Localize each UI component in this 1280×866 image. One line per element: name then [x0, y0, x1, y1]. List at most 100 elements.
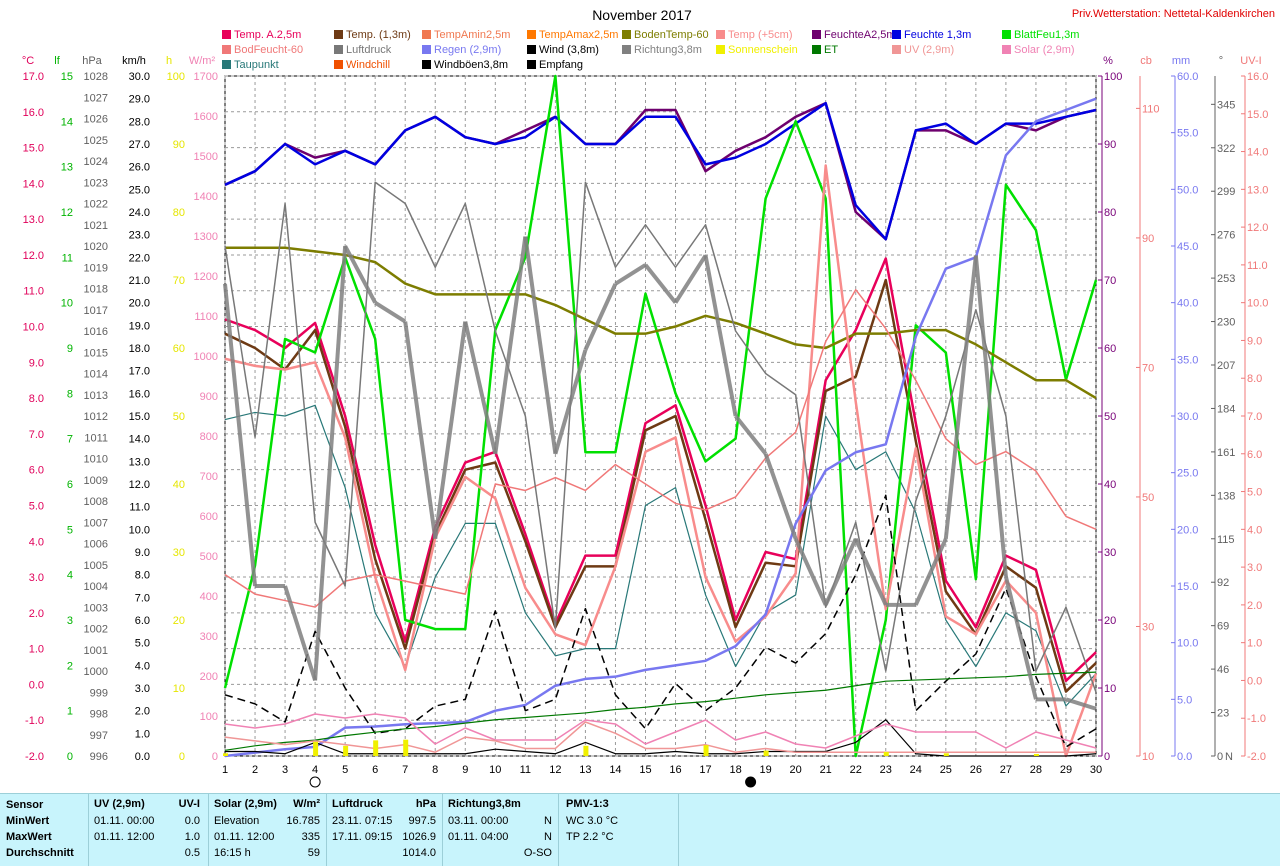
axis-tick-label: 17.0: [129, 366, 150, 378]
axis-tick-label: 8: [67, 388, 73, 400]
grid: [224, 75, 1097, 757]
x-tick-label: 5: [342, 764, 348, 776]
legend-label: Temp. (1,3m): [346, 29, 411, 41]
legend-swatch: [622, 45, 631, 54]
legend-label: Temp (+5cm): [728, 29, 793, 41]
axis-tick-label: 1022: [84, 199, 108, 211]
axis-tick-label: 161: [1217, 447, 1235, 459]
axis-tick-label: 10.0: [23, 322, 44, 334]
direction-segment: [583, 282, 618, 351]
legend-label: Feuchte 1,3m: [904, 29, 971, 41]
axis-tick-label: 15.0: [23, 143, 44, 155]
axis-tick-label: 345: [1217, 99, 1235, 111]
stats-col-sensor: Sensor MinWert MaxWert Durchschnitt: [0, 794, 89, 866]
axis-tick-label: 1024: [84, 156, 108, 168]
legend-swatch: [812, 45, 821, 54]
axis-tick-label: 60.0: [1177, 71, 1198, 83]
stats-uv-max: 1.0: [184, 831, 200, 843]
axis-tick-label: 3.0: [135, 683, 150, 695]
axis-unit-label: %: [1103, 55, 1113, 67]
axis-tick-label: 400: [200, 591, 218, 603]
axis-tick-label: 2: [67, 660, 73, 672]
axis-tick-label: 15.0: [1177, 581, 1198, 593]
sunshine-bar: [883, 751, 889, 756]
axis-tick-label: 10: [1104, 683, 1116, 695]
axis-tick-label: 30.0: [129, 71, 150, 83]
axis-tick-label: 30: [1104, 547, 1116, 559]
legend-swatch: [422, 30, 431, 39]
axis-tick-label: 1004: [84, 581, 108, 593]
direction-segment: [1065, 697, 1097, 711]
axis-tick-label: 50: [1142, 492, 1154, 504]
axis-tick-label: 40.0: [1177, 298, 1198, 310]
axis-tick-label: 0.0: [1177, 751, 1192, 763]
series-line: [224, 257, 1097, 683]
legend-label: Temp. A.2,5m: [234, 29, 301, 41]
direction-segment: [703, 255, 738, 417]
axis-tick-label: 50.0: [1177, 184, 1198, 196]
stats-row-label: MaxWert: [6, 831, 52, 843]
series-line: [224, 101, 1097, 241]
series-layer: [223, 74, 1098, 758]
direction-segment: [283, 585, 318, 682]
legend-swatch: [334, 60, 343, 69]
axis-tick-label: 7.0: [135, 592, 150, 604]
chart-title: November 2017: [592, 7, 692, 23]
stats-header-richtung: Richtung3,8m: [448, 798, 521, 810]
x-tick-label: 10: [489, 764, 501, 776]
axis-tick-label: 138: [1217, 490, 1235, 502]
axis-tick-label: 1002: [84, 624, 108, 636]
axis-tick-label: 0: [212, 751, 218, 763]
stats-header-uv-unit: UV-I: [178, 798, 200, 810]
stats-richtung-min: N: [544, 815, 552, 827]
axis-tick-label: 7.0: [29, 429, 44, 441]
axis-tick-label: 12.0: [1247, 222, 1268, 234]
series-line: [224, 97, 1097, 758]
direction-segment: [853, 537, 888, 606]
series-line: [225, 719, 1097, 757]
axis-tick-label: 45.0: [1177, 241, 1198, 253]
axis-tick-label: 996: [90, 751, 108, 763]
legend-swatch: [812, 30, 821, 39]
legend-label: UV (2,9m): [904, 44, 954, 56]
x-axis: 1 2 3 4 5 6 7 8 9 10 11 12 13 14 15 16 17 18 19 20 21 22 23 24 2…: [222, 764, 1102, 788]
sunshine-bar: [313, 741, 319, 756]
x-tick-label: 18: [729, 764, 741, 776]
series-line: [224, 278, 1097, 693]
stats-solar-min: 16.785: [286, 815, 320, 827]
legend: Temp. A.2,5m Temp. (1,3m) TempAmin2,5m Temp…: [222, 29, 1079, 71]
axis-tick-label: 10: [173, 683, 185, 695]
axis-tick-label: 800: [200, 431, 218, 443]
stats-col-solar: Solar (2,9m) W/m² Elevation 16.785 01.11…: [208, 794, 327, 866]
axis-tick-label: 1.0: [135, 728, 150, 740]
x-tick-label: 8: [432, 764, 438, 776]
axis-tick-label: 23.0: [129, 230, 150, 242]
series-line: [224, 404, 1097, 707]
direction-segment: [763, 453, 798, 540]
stats-row-label: Durchschnitt: [6, 847, 74, 859]
axis-tick-label: 29.0: [129, 94, 150, 106]
legend-label: Windchill: [346, 59, 390, 71]
axis-tick-label: 15.0: [129, 411, 150, 423]
legend-swatch: [622, 30, 631, 39]
x-tick-label: 24: [910, 764, 922, 776]
series-line: [224, 713, 1097, 749]
axis-tick-label: 9.0: [29, 357, 44, 369]
axis-tick-label: 12.0: [23, 250, 44, 262]
axis-tick-label: 11.0: [23, 286, 44, 298]
direction-segment: [433, 321, 468, 540]
legend-label: TempAmin2,5m: [434, 29, 510, 41]
direction-segment: [374, 300, 407, 324]
axis-tick-label: 7.0: [1247, 411, 1262, 423]
axis-tick-label: 1021: [84, 220, 108, 232]
axis-tick-label: 70: [1142, 362, 1154, 374]
stats-richtung-max: N: [544, 831, 552, 843]
axis-tick-label: 69: [1217, 621, 1229, 633]
legend-label: FeuchteA2,5m: [824, 29, 896, 41]
axis-tick-label: 6.0: [135, 615, 150, 627]
axes: °C17.016.015.014.013.012.011.010.09.08.0…: [22, 55, 1269, 763]
legend-swatch: [222, 45, 231, 54]
axis-tick-label: 1017: [84, 305, 108, 317]
axis-tick-label: 0.0: [29, 679, 44, 691]
axis-tick-label: 14.0: [1247, 147, 1268, 159]
